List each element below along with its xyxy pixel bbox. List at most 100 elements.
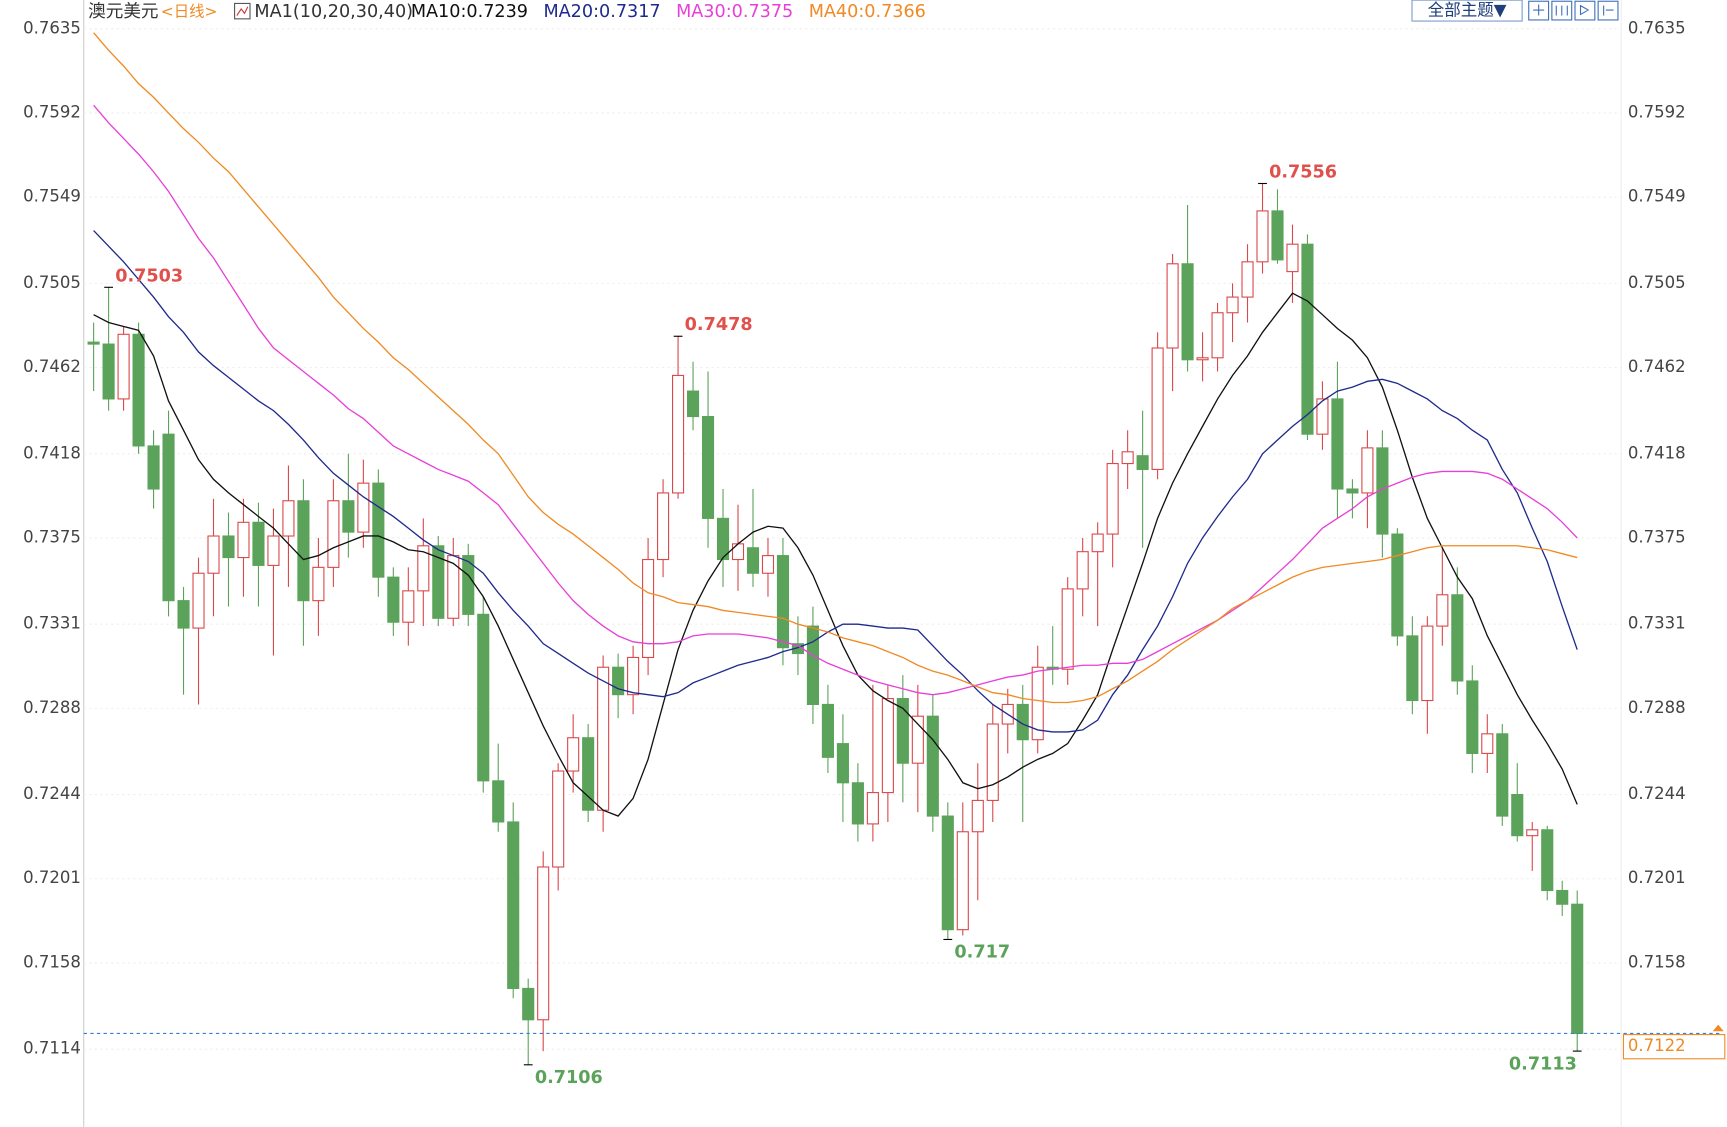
theme-button[interactable] — [1411, 0, 1523, 22]
candle-body — [432, 545, 445, 619]
candle-body — [372, 482, 385, 578]
candle-body — [746, 547, 760, 574]
candle-body — [971, 799, 984, 833]
candle-body — [192, 572, 205, 629]
y-tick-label-right: 0.7244 — [1628, 784, 1686, 803]
ma-legend: MA20:0.7317 — [543, 2, 660, 22]
candle-body — [462, 555, 475, 615]
candle-body — [522, 987, 535, 1021]
candle-body — [1271, 210, 1284, 261]
candle-body — [582, 737, 595, 811]
y-tick-label: 0.7201 — [23, 868, 81, 887]
tool-icon[interactable] — [1574, 0, 1596, 21]
period-label: <日线> — [161, 3, 218, 21]
candle-body — [402, 590, 415, 623]
candle-body — [1226, 296, 1239, 314]
candle-body — [552, 770, 565, 868]
indicator-icon[interactable] — [234, 2, 251, 20]
candle-body — [1331, 398, 1344, 490]
theme-button-label: 全部主题▼ — [1428, 1, 1507, 20]
candle-body — [1301, 243, 1314, 435]
theme-controls: 全部主题▼ — [1411, 0, 1619, 22]
last-price-label: 0.7122 — [1628, 1036, 1686, 1055]
tool-glyphs — [1533, 4, 1614, 16]
candle-body — [896, 698, 909, 764]
candle-body — [1421, 625, 1434, 702]
y-tick-label: 0.7288 — [23, 698, 81, 717]
candle-body — [102, 343, 115, 400]
candle-body — [282, 500, 295, 537]
candle-body — [657, 492, 670, 561]
candle-body — [492, 780, 505, 823]
y-tick-label: 0.7331 — [23, 614, 81, 633]
ma-line — [93, 32, 1578, 704]
y-tick-label: 0.7462 — [23, 357, 81, 376]
candle-body — [941, 815, 954, 931]
extreme-label: 0.7106 — [535, 1068, 603, 1088]
candle-body — [342, 500, 355, 533]
candle-body — [716, 517, 730, 561]
candle-body — [1196, 357, 1209, 361]
candle-body — [686, 390, 700, 418]
candle-body — [1316, 398, 1329, 435]
candle-body — [1166, 263, 1179, 349]
candle-body — [1526, 829, 1539, 837]
extreme-label: 0.7478 — [685, 315, 753, 335]
y-tick-label-right: 0.7592 — [1628, 102, 1686, 121]
candle-body — [357, 482, 370, 533]
candle-body — [672, 374, 685, 494]
candle-body — [911, 715, 924, 764]
candle-body — [1031, 666, 1044, 741]
candle-body — [1556, 889, 1569, 905]
candle-body — [821, 703, 834, 758]
candle-body — [881, 698, 894, 794]
y-tick-label-right: 0.7418 — [1628, 443, 1686, 462]
candle-body — [761, 555, 775, 574]
y-tick-label: 0.7244 — [23, 784, 81, 803]
ma-legend: MA10:0.7239 — [411, 2, 528, 22]
candle-body — [1256, 210, 1269, 263]
candle-body — [1451, 594, 1464, 682]
candle-body — [1061, 588, 1074, 670]
candle-body — [866, 792, 879, 825]
candle-body — [1076, 551, 1089, 590]
candle-body — [177, 600, 190, 629]
ma-legend: MA30:0.7375 — [676, 2, 793, 22]
candle-body — [986, 723, 999, 801]
candle-body — [1496, 733, 1509, 817]
candle-body — [132, 333, 145, 447]
candle-body — [87, 341, 100, 345]
last-price-box — [1622, 1034, 1726, 1060]
extreme-label: 0.7556 — [1269, 162, 1337, 182]
candle-body — [776, 555, 790, 649]
y-tick-label-right: 0.7462 — [1628, 357, 1686, 376]
candle-body — [1241, 261, 1254, 298]
candle-body — [1091, 533, 1104, 553]
y-tick-label: 0.7114 — [23, 1039, 81, 1058]
candle-body — [1106, 463, 1119, 535]
candle-body — [1511, 793, 1524, 837]
candle-body — [417, 545, 430, 592]
candle-body — [162, 433, 175, 602]
candle-body — [252, 521, 265, 566]
candle-body — [836, 743, 849, 784]
candle-body — [297, 500, 310, 602]
candle-body — [956, 831, 969, 931]
candle-body — [1181, 263, 1194, 361]
candle-body — [237, 521, 250, 559]
candle-body — [597, 666, 610, 811]
ma-line — [93, 104, 1578, 696]
y-tick-label-right: 0.7288 — [1628, 698, 1686, 717]
indicator-label: MA1(10,20,30,40) — [254, 2, 413, 22]
candle-body — [1571, 903, 1584, 1035]
y-tick-label-right: 0.7505 — [1628, 273, 1686, 292]
y-tick-label-right: 0.7201 — [1628, 868, 1686, 887]
extreme-label: 0.7113 — [1509, 1054, 1577, 1074]
candle-body — [1376, 447, 1389, 535]
candle-body — [701, 416, 715, 519]
indicator-icon-line — [236, 6, 249, 16]
candle-body — [1466, 680, 1479, 754]
candle-body — [447, 555, 460, 619]
